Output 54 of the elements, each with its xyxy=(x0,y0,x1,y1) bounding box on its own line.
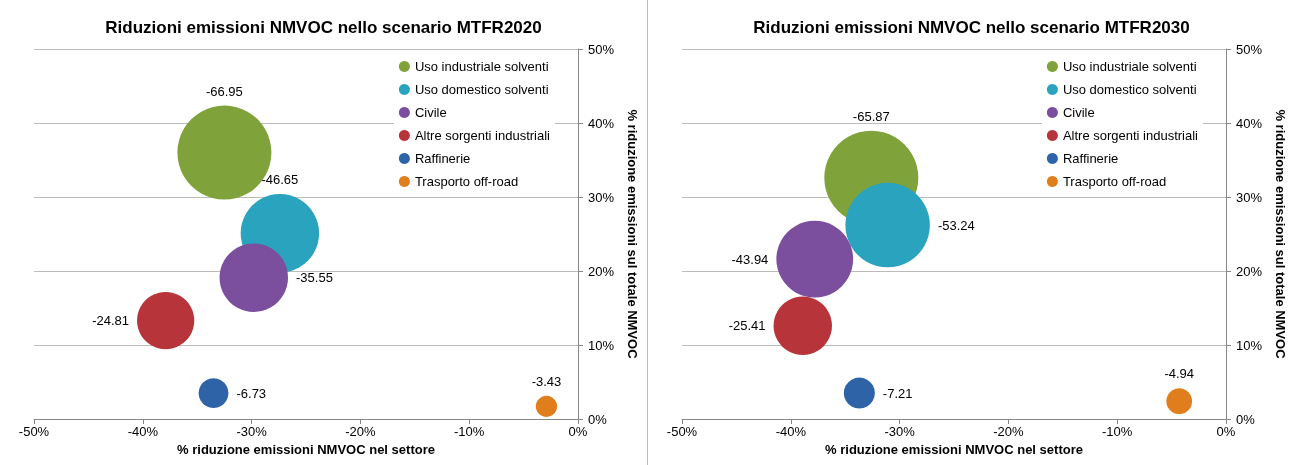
y-tick-label: 50% xyxy=(588,41,615,57)
y-tick-label: 20% xyxy=(588,263,615,279)
legend-label: Civile xyxy=(1062,105,1095,120)
y-tick-label: 40% xyxy=(1236,115,1263,131)
x-tick-label: -40% xyxy=(775,424,807,439)
legend-label: Civile xyxy=(414,105,447,120)
y-axis-title: % riduzione emissioni sul totale NMVOC xyxy=(625,109,640,360)
x-tick-label: -20% xyxy=(993,424,1025,439)
x-tick-label: -20% xyxy=(345,424,377,439)
legend-label: Trasporto off-road xyxy=(414,174,519,189)
x-tick-label: 0% xyxy=(1216,424,1236,439)
y-tick-label: 20% xyxy=(1236,263,1263,279)
annotation: -66.95 xyxy=(205,83,243,99)
legend-label: Raffinerie xyxy=(1062,151,1119,166)
y-axis-title: % riduzione emissioni sul totale NMVOC xyxy=(1273,109,1288,360)
annotation: -46.65 xyxy=(261,172,299,188)
annotation: -3.43 xyxy=(531,373,562,389)
x-tick-label: 0% xyxy=(568,424,588,439)
legend-label: Trasporto off-road xyxy=(1062,174,1167,189)
y-tick-label: 30% xyxy=(1236,189,1263,205)
y-tick-label: 40% xyxy=(588,115,615,131)
annotation: -65.87 xyxy=(852,108,890,124)
x-tick-label: -30% xyxy=(236,424,268,439)
annotation: -6.73 xyxy=(236,385,267,401)
annotation: -25.41 xyxy=(728,318,766,334)
legend-label: Altre sorgenti industriali xyxy=(1062,128,1199,143)
annotation: -53.24 xyxy=(937,217,975,233)
legend-label: Uso domestico solventi xyxy=(1062,82,1197,97)
annotation: -43.94 xyxy=(731,251,769,267)
y-tick-label: 10% xyxy=(588,337,615,353)
y-tick-label: 10% xyxy=(1236,337,1263,353)
legend-label: Raffinerie xyxy=(414,151,471,166)
x-axis-title: % riduzione emissioni NMVOC nel settore xyxy=(825,442,1083,457)
annotation: -4.94 xyxy=(1164,366,1195,382)
annotation: -7.21 xyxy=(882,385,913,401)
chart-title: Riduzioni emissioni NMVOC nello scenario MTFR2030 xyxy=(753,18,1190,37)
y-tick-label: 30% xyxy=(588,189,615,205)
x-tick-label: -50% xyxy=(666,424,698,439)
x-axis-title: % riduzione emissioni NMVOC nel settore xyxy=(177,442,435,457)
chart-title: Riduzioni emissioni NMVOC nello scenario MTFR2020 xyxy=(105,18,542,37)
annotation: -35.55 xyxy=(296,270,333,286)
y-tick-label: 50% xyxy=(1236,41,1263,57)
y-tick-label: 0% xyxy=(588,411,608,427)
legend-label: Uso industriale solventi xyxy=(1062,59,1197,74)
y-tick-label: 0% xyxy=(1236,411,1256,427)
x-tick-label: -10% xyxy=(454,424,485,439)
legend-label: Uso domestico solventi xyxy=(414,82,549,97)
legend-label: Uso industriale solventi xyxy=(414,59,549,74)
annotation: -24.81 xyxy=(92,313,130,329)
x-tick-label: -50% xyxy=(18,424,50,439)
legend-label: Altre sorgenti industriali xyxy=(414,128,551,143)
x-tick-label: -40% xyxy=(127,424,159,439)
x-tick-label: -10% xyxy=(1102,424,1133,439)
x-tick-label: -30% xyxy=(884,424,916,439)
